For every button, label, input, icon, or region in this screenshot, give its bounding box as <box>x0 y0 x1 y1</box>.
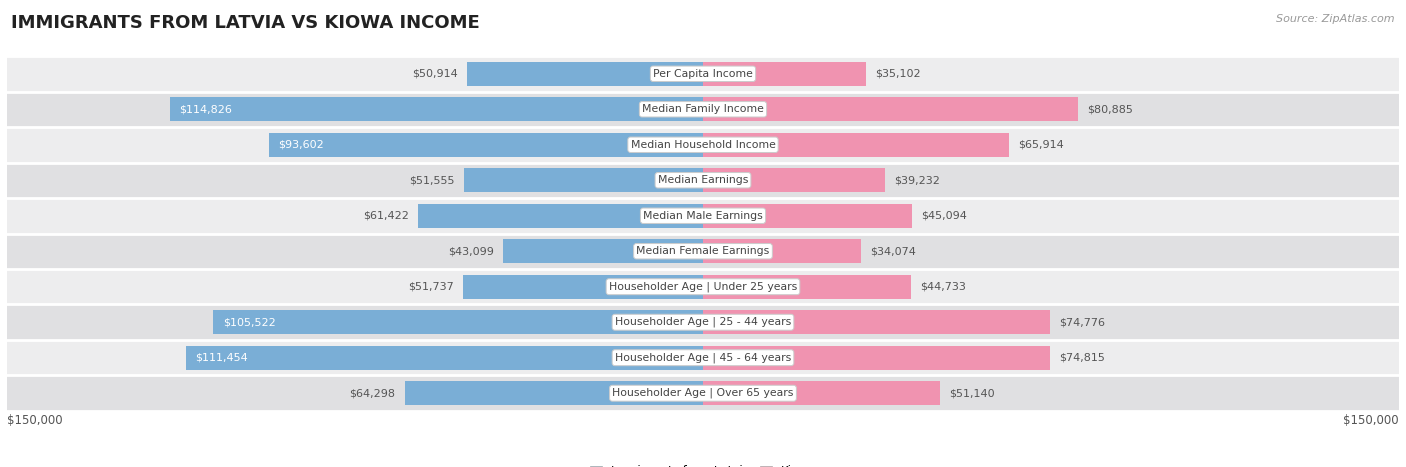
Text: $43,099: $43,099 <box>449 246 494 256</box>
Bar <box>7 304 1399 340</box>
Text: $50,914: $50,914 <box>412 69 457 79</box>
Text: $65,914: $65,914 <box>1018 140 1064 150</box>
Text: $111,454: $111,454 <box>195 353 247 363</box>
Text: $80,885: $80,885 <box>1088 104 1133 114</box>
Bar <box>7 92 1399 127</box>
Bar <box>503 239 703 263</box>
Text: $51,140: $51,140 <box>949 388 995 398</box>
Text: $35,102: $35,102 <box>875 69 921 79</box>
Text: Median Household Income: Median Household Income <box>630 140 776 150</box>
Bar <box>703 346 1050 370</box>
Text: Householder Age | Under 25 years: Householder Age | Under 25 years <box>609 282 797 292</box>
Bar <box>405 381 703 405</box>
Bar <box>703 204 912 228</box>
Text: $150,000: $150,000 <box>1343 414 1399 427</box>
Bar <box>703 381 941 405</box>
Text: $34,074: $34,074 <box>870 246 917 256</box>
Bar <box>7 163 1399 198</box>
Bar <box>7 198 1399 234</box>
Text: Source: ZipAtlas.com: Source: ZipAtlas.com <box>1277 14 1395 24</box>
Text: $74,776: $74,776 <box>1059 317 1105 327</box>
Text: $39,232: $39,232 <box>894 175 941 185</box>
Bar <box>7 269 1399 304</box>
Bar <box>703 168 884 192</box>
Bar <box>467 62 703 86</box>
Text: $74,815: $74,815 <box>1059 353 1105 363</box>
Legend: Immigrants from Latvia, Kiowa: Immigrants from Latvia, Kiowa <box>585 460 821 467</box>
Bar <box>418 204 703 228</box>
Text: $61,422: $61,422 <box>363 211 409 221</box>
Bar <box>463 275 703 299</box>
Text: $105,522: $105,522 <box>222 317 276 327</box>
Bar <box>703 62 866 86</box>
Bar <box>703 97 1078 121</box>
Text: $114,826: $114,826 <box>180 104 232 114</box>
Text: $51,737: $51,737 <box>408 282 454 292</box>
Text: Median Earnings: Median Earnings <box>658 175 748 185</box>
Text: $45,094: $45,094 <box>921 211 967 221</box>
Bar <box>7 375 1399 411</box>
Bar <box>464 168 703 192</box>
Text: Median Family Income: Median Family Income <box>643 104 763 114</box>
Bar <box>269 133 703 157</box>
Text: Householder Age | 25 - 44 years: Householder Age | 25 - 44 years <box>614 317 792 327</box>
Bar <box>703 133 1010 157</box>
Text: $150,000: $150,000 <box>7 414 63 427</box>
Text: $51,555: $51,555 <box>409 175 454 185</box>
Bar <box>7 56 1399 92</box>
Bar <box>186 346 703 370</box>
Text: Median Female Earnings: Median Female Earnings <box>637 246 769 256</box>
Bar <box>7 234 1399 269</box>
Bar <box>703 239 860 263</box>
Text: Householder Age | 45 - 64 years: Householder Age | 45 - 64 years <box>614 353 792 363</box>
Text: $44,733: $44,733 <box>920 282 966 292</box>
Bar <box>703 275 911 299</box>
Bar <box>214 310 703 334</box>
Bar <box>7 127 1399 163</box>
Bar <box>7 340 1399 375</box>
Text: Median Male Earnings: Median Male Earnings <box>643 211 763 221</box>
Bar <box>703 310 1050 334</box>
Text: $64,298: $64,298 <box>349 388 395 398</box>
Text: $93,602: $93,602 <box>278 140 323 150</box>
Text: Per Capita Income: Per Capita Income <box>652 69 754 79</box>
Text: Householder Age | Over 65 years: Householder Age | Over 65 years <box>612 388 794 398</box>
Bar <box>170 97 703 121</box>
Text: IMMIGRANTS FROM LATVIA VS KIOWA INCOME: IMMIGRANTS FROM LATVIA VS KIOWA INCOME <box>11 14 479 32</box>
